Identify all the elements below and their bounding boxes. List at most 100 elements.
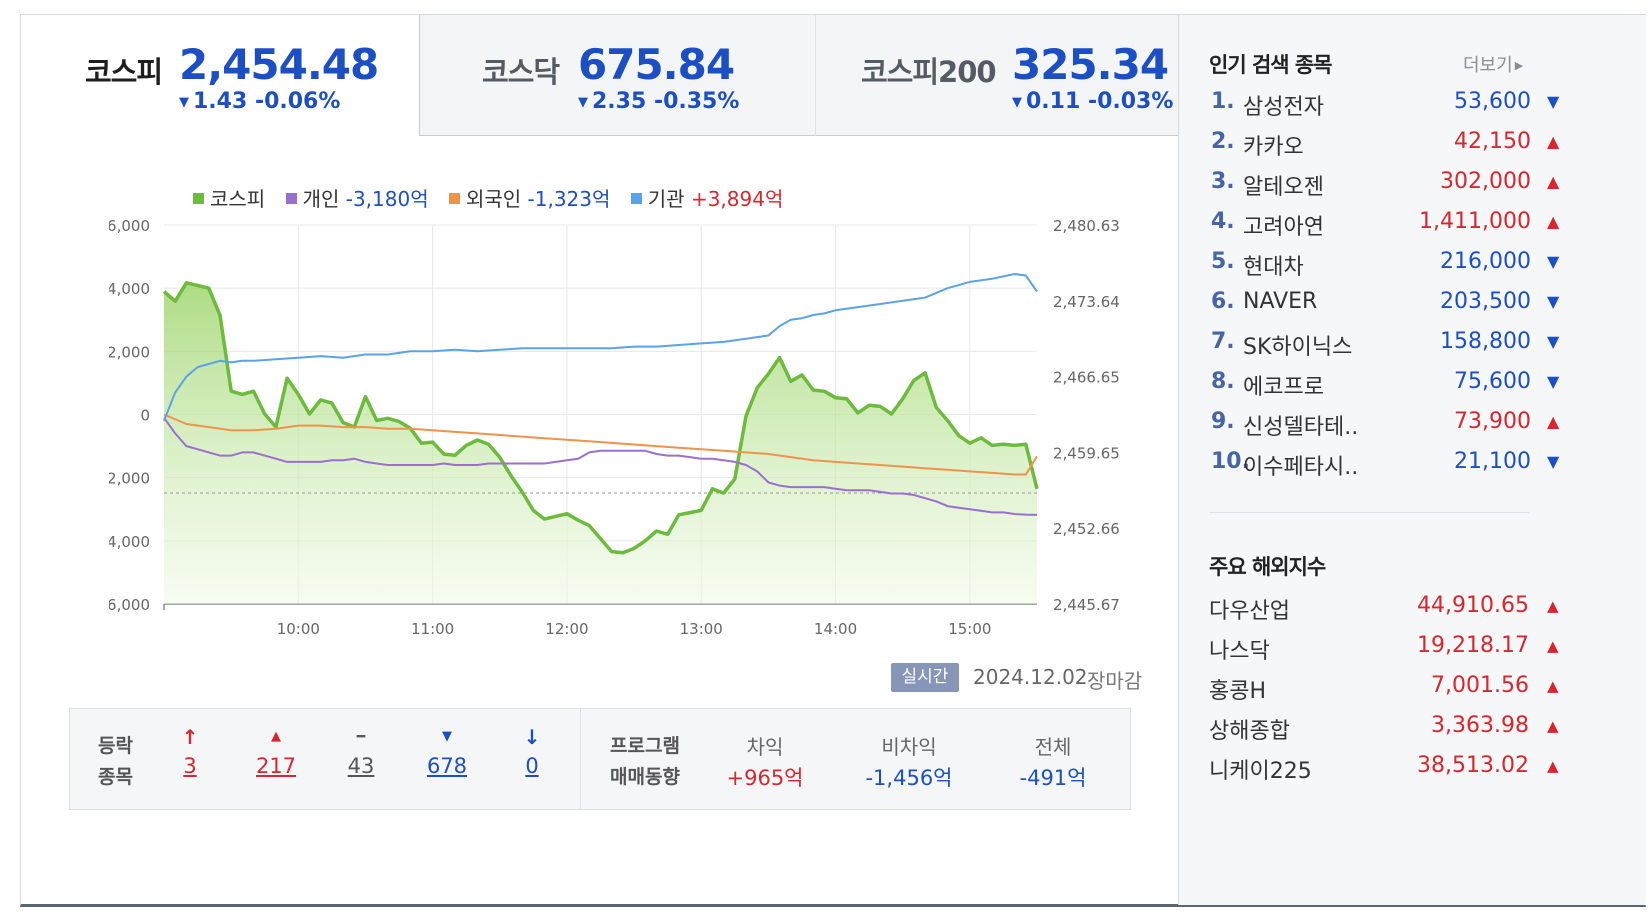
index-change: ▼ 2.35 -0.35%	[578, 89, 740, 114]
rank: 7.	[1211, 329, 1235, 354]
more-link[interactable]: 더보기 ▶	[1463, 55, 1524, 76]
stock-name: 에코프로	[1243, 375, 1324, 400]
institution-line	[163, 273, 1038, 422]
right-panel: 인기 검색 종목 더보기 ▶ 1. 삼성전자 53,600 ▼ 2. 카카오 42,150 ▲ 3…	[1178, 15, 1646, 905]
index-name: 상해종합	[1209, 719, 1290, 744]
popular-stock-item[interactable]: 8. 에코프로 75,600 ▼	[1211, 369, 1559, 409]
market-status: 장마감	[1087, 669, 1143, 693]
tab-name: 코스닥	[482, 55, 560, 89]
popular-stock-item[interactable]: 10. 이수페타시.. 21,100 ▼	[1211, 449, 1559, 489]
y-left-tick-label: -4,000	[109, 533, 150, 551]
individual-line	[163, 417, 1038, 516]
rank: 6.	[1211, 289, 1235, 314]
index-name: 다우산업	[1209, 599, 1290, 624]
stock-name: NAVER	[1243, 289, 1318, 314]
popular-stock-item[interactable]: 9. 신성델타테.. 73,900 ▲	[1211, 409, 1559, 449]
index-name: 나스닥	[1209, 639, 1270, 664]
stock-price: 302,000	[1440, 169, 1531, 194]
y-right-tick-label: 2,445.67	[1053, 596, 1120, 614]
kospi-area	[164, 282, 1037, 604]
overseas-title: 주요 해외지수	[1209, 555, 1326, 579]
index-value: 2,454.48	[179, 40, 379, 89]
legend-kospi[interactable]: 코스피	[193, 187, 265, 211]
rank: 9.	[1211, 409, 1235, 434]
y-left-tick-label: -6,000	[109, 596, 150, 614]
divider	[1209, 512, 1529, 513]
index-value: 325.34	[1012, 40, 1169, 89]
up-triangle-icon: ▲	[1547, 637, 1559, 655]
updown-title-2: 종목	[98, 766, 133, 788]
nonarbitrage-value: -1,456억	[865, 766, 953, 790]
lower-limit-icon: ↓	[523, 725, 541, 749]
y-left-tick-label: 4,000	[109, 280, 150, 298]
unchanged-icon: ━	[356, 729, 366, 745]
down-triangle-icon: ▼	[1012, 95, 1022, 110]
down-triangle-icon: ▼	[1547, 452, 1560, 471]
legend-swatch	[193, 193, 204, 204]
popular-stock-item[interactable]: 1. 삼성전자 53,600 ▼	[1211, 89, 1559, 129]
fall-count[interactable]: 678	[426, 754, 468, 778]
overseas-index-item[interactable]: 상해종합 3,363.98 ▲	[1209, 713, 1559, 753]
overseas-index-item[interactable]: 홍콩H 7,001.56 ▲	[1209, 673, 1559, 713]
y-right-tick-label: 2,473.64	[1053, 293, 1120, 311]
tab-name: 코스피200	[861, 55, 997, 89]
legend-foreign[interactable]: 외국인 -1,323억	[448, 187, 610, 211]
nonarbitrage-label: 비차익	[881, 735, 937, 759]
popular-stock-item[interactable]: 5. 현대차 216,000 ▼	[1211, 249, 1559, 289]
x-tick-label: 14:00	[814, 620, 857, 638]
y-right-tick-label: 2,480.63	[1053, 217, 1120, 235]
rise-count[interactable]: 217	[255, 754, 297, 778]
kospi-line	[162, 281, 1039, 555]
up-triangle-icon: ▲	[1547, 132, 1560, 151]
realtime-badge[interactable]: 실시간	[891, 663, 959, 692]
tab-kosdaq[interactable]: 코스닥 675.84 ▼ 2.35 -0.35%	[420, 15, 816, 136]
unchanged-count[interactable]: 43	[347, 754, 375, 778]
up-triangle-icon: ▲	[1547, 172, 1560, 191]
market-index-widget: 코스피 2,454.48 ▼ 1.43 -0.06% 코스닥 675.84 ▼ 2.…	[20, 14, 1646, 907]
down-triangle-icon: ▼	[1547, 372, 1560, 391]
stock-price: 75,600	[1454, 369, 1531, 394]
y-left-tick-label: 2,000	[109, 343, 150, 361]
tab-name: 코스피	[85, 55, 163, 89]
stock-name: SK하이닉스	[1243, 335, 1353, 360]
popular-stock-item[interactable]: 3. 알테오젠 302,000 ▲	[1211, 169, 1559, 209]
upper-limit-count[interactable]: 3	[183, 754, 197, 778]
popular-stock-item[interactable]: 4. 고려아연 1,411,000 ▲	[1211, 209, 1559, 249]
program-total-value: -491억	[1019, 766, 1087, 790]
program-title: 프로그램	[610, 735, 680, 757]
popular-stock-item[interactable]: 2. 카카오 42,150 ▲	[1211, 129, 1559, 169]
down-triangle-icon: ▼	[1547, 92, 1560, 111]
stock-name: 이수페타시..	[1243, 455, 1359, 480]
up-triangle-icon: ▲	[1547, 757, 1559, 775]
tab-kospi200[interactable]: 코스피200 325.34 ▼ 0.11 -0.03%	[816, 15, 1240, 136]
stock-price: 158,800	[1440, 329, 1531, 354]
overseas-index-item[interactable]: 니케이225 38,513.02 ▲	[1209, 753, 1559, 793]
stock-price: 1,411,000	[1419, 209, 1531, 234]
down-triangle-icon: ▼	[1547, 332, 1560, 351]
chart-legend: 코스피 개인 -3,180억 외국인 -1,323억 기관 +3,894억	[193, 183, 797, 212]
index-name: 홍콩H	[1209, 679, 1267, 704]
index-value: 19,218.17	[1417, 633, 1529, 658]
x-tick-label: 12:00	[545, 620, 588, 638]
up-triangle-icon: ▲	[1547, 597, 1559, 615]
program-title-2: 매매동향	[610, 766, 680, 788]
legend-individual[interactable]: 개인 -3,180억	[285, 187, 429, 211]
stock-name: 삼성전자	[1243, 95, 1324, 120]
rank: 8.	[1211, 369, 1235, 394]
popular-stock-item[interactable]: 6. NAVER 203,500 ▼	[1211, 289, 1559, 329]
y-right-tick-label: 2,459.65	[1053, 444, 1120, 462]
overseas-index-item[interactable]: 다우산업 44,910.65 ▲	[1209, 593, 1559, 633]
rank: 5.	[1211, 249, 1235, 274]
lower-limit-count[interactable]: 0	[525, 754, 539, 778]
popular-stock-item[interactable]: 7. SK하이닉스 158,800 ▼	[1211, 329, 1559, 369]
down-triangle-icon: ▼	[578, 95, 588, 110]
y-left-tick-label: 0	[140, 407, 150, 425]
stock-price: 216,000	[1440, 249, 1531, 274]
legend-institution[interactable]: 기관 +3,894억	[630, 187, 783, 211]
stock-price: 42,150	[1454, 129, 1531, 154]
y-right-tick-label: 2,466.65	[1053, 369, 1120, 387]
legend-swatch	[630, 193, 642, 204]
up-triangle-icon: ▲	[1547, 717, 1559, 735]
tab-kospi[interactable]: 코스피 2,454.48 ▼ 1.43 -0.06%	[21, 15, 420, 136]
overseas-index-item[interactable]: 나스닥 19,218.17 ▲	[1209, 633, 1559, 673]
